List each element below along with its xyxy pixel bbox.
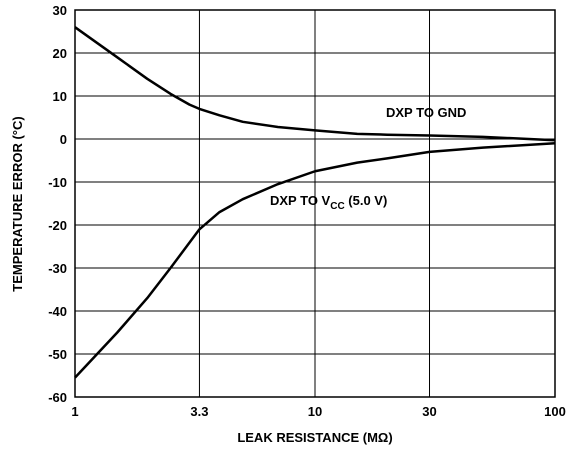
y-axis-label: TEMPERATURE ERROR (°C) — [10, 116, 25, 291]
y-tick-label: -40 — [48, 304, 67, 319]
x-tick-label: 100 — [544, 404, 566, 419]
series-name: DXP TO GND — [386, 105, 466, 120]
data-line — [74, 26, 556, 142]
y-tick-label: 30 — [53, 3, 67, 18]
series-name-subscript: CC — [330, 201, 344, 212]
series-name-suffix: (5.0 V) — [345, 193, 388, 208]
series-label: DXP TO VCC (5.0 V) — [270, 193, 387, 212]
x-tick-label: 10 — [308, 404, 322, 419]
y-tick-label: -30 — [48, 261, 67, 276]
x-axis-label: LEAK RESISTANCE (MΩ) — [237, 430, 392, 445]
x-tick-label: 1 — [71, 404, 78, 419]
y-tick-label: -10 — [48, 175, 67, 190]
series-name: DXP TO V — [270, 193, 331, 208]
data-line — [74, 142, 556, 379]
series-label: DXP TO GND — [386, 105, 466, 120]
x-tick-label: 3.3 — [190, 404, 208, 419]
y-tick-label: -60 — [48, 390, 67, 405]
y-tick-label: 0 — [60, 132, 67, 147]
y-tick-label: -20 — [48, 218, 67, 233]
y-tick-label: -50 — [48, 347, 67, 362]
plot-frame — [74, 9, 556, 398]
y-tick-label: 20 — [53, 46, 67, 61]
y-tick-label: 10 — [53, 89, 67, 104]
x-tick-label: 30 — [422, 404, 436, 419]
